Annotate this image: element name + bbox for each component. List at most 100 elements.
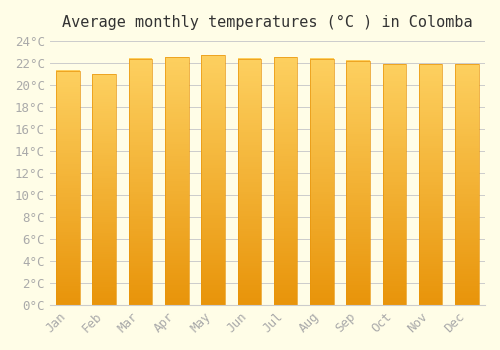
Bar (346, 78, 370, 80)
Bar (202, 80, 225, 83)
Bar (238, 83, 261, 86)
Bar (346, 148, 370, 151)
Bar (310, 206, 334, 209)
Bar (274, 250, 297, 253)
Bar (346, 258, 370, 261)
Bar (202, 175, 225, 178)
Bar (92, 236, 116, 238)
Bar (419, 93, 442, 95)
Bar (455, 105, 478, 107)
Bar (274, 149, 297, 152)
Bar (128, 78, 152, 81)
Bar (274, 213, 297, 216)
Bar (419, 286, 442, 288)
Bar (238, 243, 261, 246)
Bar (419, 290, 442, 293)
Bar (238, 273, 261, 275)
Bar (202, 210, 225, 212)
Bar (455, 271, 478, 274)
Bar (128, 201, 152, 204)
Bar (238, 90, 261, 93)
Bar (419, 266, 442, 269)
Bar (346, 68, 370, 70)
Bar (346, 188, 370, 190)
Bar (310, 113, 334, 115)
Bar (382, 228, 406, 230)
Bar (238, 172, 261, 174)
Bar (238, 218, 261, 221)
Bar (128, 95, 152, 98)
Bar (128, 216, 152, 219)
Bar (128, 256, 152, 258)
Bar (346, 278, 370, 281)
Bar (202, 95, 225, 98)
Bar (92, 226, 116, 229)
Bar (419, 271, 442, 274)
Bar (165, 265, 188, 268)
Bar (128, 63, 152, 66)
Bar (382, 134, 406, 136)
Bar (455, 266, 478, 269)
Bar (274, 253, 297, 256)
Bar (382, 245, 406, 247)
Bar (202, 90, 225, 93)
Bar (455, 216, 478, 218)
Bar (455, 269, 478, 271)
Bar (382, 136, 406, 139)
Bar (310, 61, 334, 63)
Bar (56, 183, 80, 186)
Bar (202, 160, 225, 163)
Bar (128, 167, 152, 169)
Bar (419, 172, 442, 175)
Bar (274, 67, 297, 70)
Bar (238, 187, 261, 189)
Bar (56, 195, 80, 197)
Bar (346, 151, 370, 154)
Bar (455, 298, 478, 300)
Bar (92, 166, 116, 169)
Bar (455, 155, 478, 158)
Bar (238, 152, 261, 155)
Bar (165, 201, 188, 203)
Bar (310, 248, 334, 251)
Bar (310, 214, 334, 216)
Bar (274, 94, 297, 97)
Bar (346, 61, 370, 305)
Bar (382, 254, 406, 257)
Bar (128, 169, 152, 172)
Bar (274, 124, 297, 127)
Bar (165, 178, 188, 181)
Bar (419, 107, 442, 110)
Bar (92, 189, 116, 192)
Bar (346, 215, 370, 217)
Bar (310, 100, 334, 103)
Bar (128, 196, 152, 199)
Bar (202, 190, 225, 192)
Bar (165, 75, 188, 77)
Bar (419, 126, 442, 129)
Bar (455, 235, 478, 238)
Bar (56, 75, 80, 78)
Bar (346, 271, 370, 273)
Bar (56, 108, 80, 111)
Bar (310, 293, 334, 295)
Bar (274, 171, 297, 174)
Bar (310, 66, 334, 68)
Bar (455, 93, 478, 95)
Bar (346, 202, 370, 205)
Bar (455, 220, 478, 223)
Bar (202, 65, 225, 68)
Bar (128, 221, 152, 224)
Bar (310, 223, 334, 226)
Bar (310, 199, 334, 202)
Bar (128, 283, 152, 285)
Bar (165, 151, 188, 154)
Bar (202, 110, 225, 113)
Bar (455, 158, 478, 160)
Bar (382, 69, 406, 71)
Bar (56, 274, 80, 277)
Bar (128, 76, 152, 78)
Bar (346, 300, 370, 303)
Bar (165, 250, 188, 253)
Bar (165, 77, 188, 80)
